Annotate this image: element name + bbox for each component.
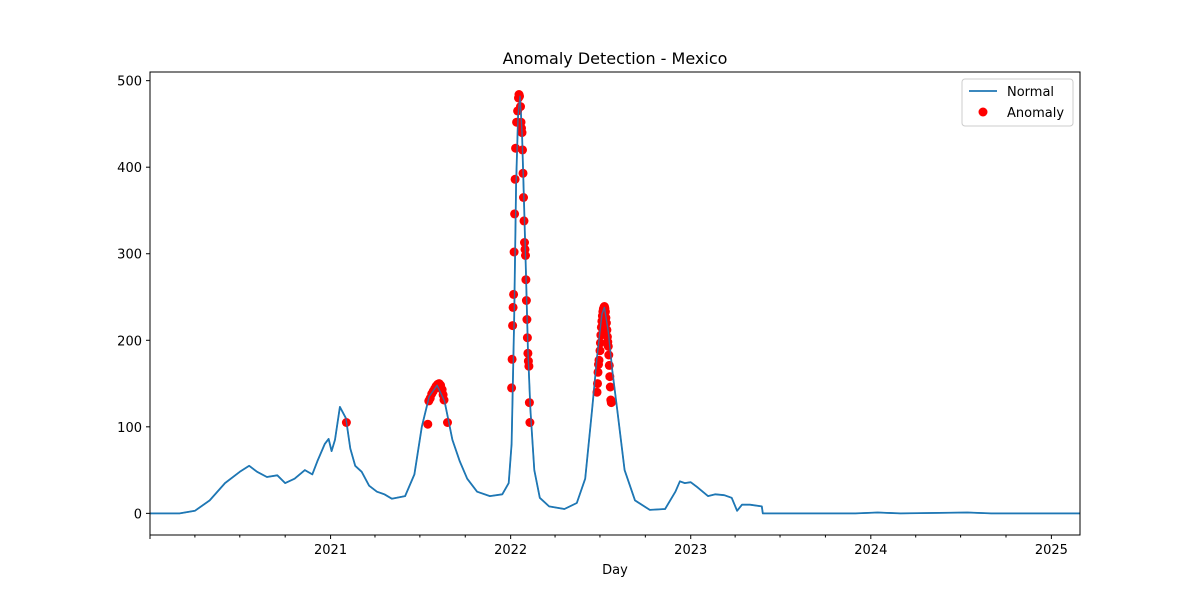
plot-frame [149, 71, 1081, 536]
legend-anomaly-swatch [978, 107, 988, 117]
x-axis: 2021 2022 2023 2024 2025 [149, 535, 1068, 558]
anomaly-point-49 [592, 387, 602, 397]
anomaly-point-15 [507, 383, 517, 393]
y-tick-label-0: 0 [134, 507, 142, 522]
anomaly-point-17 [508, 321, 518, 331]
x-axis-label: Day [602, 563, 628, 578]
x-tick-label-2022: 2022 [494, 543, 527, 558]
anomaly-point-18 [508, 302, 518, 312]
anomaly-point-72 [604, 350, 614, 360]
anomaly-point-22 [510, 174, 520, 184]
legend: Normal Anomaly [961, 78, 1074, 127]
anomaly-point-14 [443, 418, 452, 427]
legend-anomaly-label: Anomaly [1007, 106, 1064, 121]
x-tick-label-2023: 2023 [674, 543, 707, 558]
anomaly-point-20 [509, 247, 519, 257]
anomaly-point-19 [509, 289, 519, 299]
x-tick-label-2021: 2021 [314, 543, 347, 558]
anomaly-point-16 [507, 354, 517, 364]
y-axis: 0 100 200 300 400 500 [117, 75, 150, 522]
anomaly-point-21 [510, 209, 520, 219]
y-tick-label-200: 200 [117, 334, 142, 349]
anomaly-point-71 [603, 341, 613, 351]
normal-series-line-overlay [150, 95, 1080, 515]
normal-series-line [150, 95, 1080, 515]
anomaly-point-1 [423, 419, 433, 429]
y-tick-label-400: 400 [117, 161, 142, 176]
x-tick-label-2025: 2025 [1035, 543, 1068, 558]
anomaly-point-77 [606, 398, 616, 408]
y-tick-label-300: 300 [117, 248, 142, 263]
legend-normal-label: Normal [1007, 85, 1054, 100]
y-tick-label-100: 100 [117, 421, 142, 436]
plot-area [150, 90, 1080, 515]
chart-title: Anomaly Detection - Mexico [503, 49, 728, 68]
anomaly-point-75 [605, 382, 615, 392]
y-tick-label-500: 500 [117, 75, 142, 90]
x-tick-label-2024: 2024 [854, 543, 887, 558]
anomaly-point-74 [605, 372, 615, 382]
anomaly-point-68 [602, 325, 612, 335]
anomaly-point-47 [524, 398, 534, 408]
anomaly-point-48 [525, 418, 535, 427]
